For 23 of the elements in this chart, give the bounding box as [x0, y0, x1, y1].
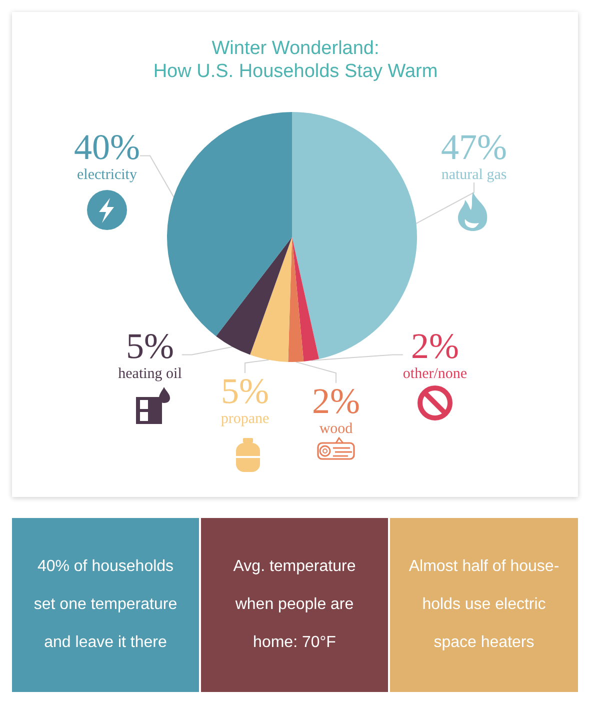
data-label: 5%: [221, 371, 269, 411]
text: 40% of households: [37, 557, 174, 577]
data-label: 2%: [312, 381, 360, 421]
data-label: 47%: [441, 127, 507, 167]
slice-label: heating oil: [118, 366, 182, 382]
text: home: 70°F: [253, 633, 336, 653]
slice-label: propane: [220, 411, 270, 427]
slice-label: natural gas: [441, 167, 507, 183]
slice-label: wood: [319, 421, 354, 437]
data-label: 2%: [411, 326, 459, 366]
slice-label: electricity: [77, 167, 138, 183]
data-label: 40%: [74, 127, 140, 167]
text: Avg. temperature: [233, 557, 356, 577]
text: when people are: [235, 595, 354, 615]
slice-label: other/none: [402, 366, 468, 382]
text: holds use electric: [422, 595, 546, 615]
text: space heaters: [434, 633, 534, 653]
text: Almost half of house-: [408, 557, 560, 577]
text: and leave it there: [44, 633, 167, 653]
data-label: 5%: [126, 326, 174, 366]
text: set one temperature: [34, 595, 178, 615]
chart-title: Winter Wonderland:: [212, 38, 380, 59]
chart-subtitle: How U.S. Households Stay Warm: [153, 61, 438, 82]
